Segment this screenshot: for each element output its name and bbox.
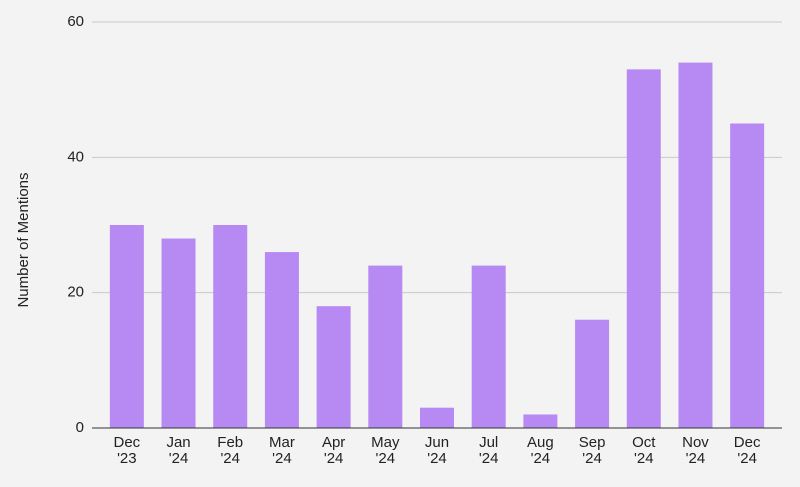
bar [368, 265, 403, 428]
x-tick-label: Dec '23 [114, 434, 141, 467]
x-tick-label: Jul '24 [479, 434, 499, 467]
x-tick-label: Apr '24 [322, 434, 345, 467]
bar [471, 265, 506, 428]
x-tick-label: Oct '24 [632, 434, 656, 467]
bar [678, 62, 713, 428]
x-tick-label: Dec '24 [734, 434, 761, 467]
bar [420, 407, 454, 428]
x-tick-label: Jan '24 [166, 434, 190, 467]
bar [316, 306, 351, 428]
bar [109, 225, 144, 428]
x-tick-label: Mar '24 [269, 434, 295, 467]
bar [161, 238, 196, 428]
bar [523, 414, 558, 428]
y-axis-label: Number of Mentions [15, 172, 32, 307]
bar [730, 123, 765, 428]
x-tick-label: Nov '24 [682, 434, 709, 467]
x-tick-label: Sep '24 [579, 434, 606, 467]
y-tick-label: 60 [67, 13, 84, 30]
y-tick-label: 0 [76, 419, 84, 436]
bar [264, 252, 299, 428]
bar [626, 69, 661, 428]
x-tick-label: May '24 [371, 434, 400, 467]
y-tick-label: 40 [67, 148, 84, 165]
y-tick-label: 20 [67, 284, 84, 301]
x-tick-label: Feb '24 [217, 434, 243, 467]
bar [213, 225, 248, 428]
bar [575, 319, 610, 428]
x-tick-label: Aug '24 [527, 434, 554, 467]
x-tick-label: Jun '24 [425, 434, 449, 467]
